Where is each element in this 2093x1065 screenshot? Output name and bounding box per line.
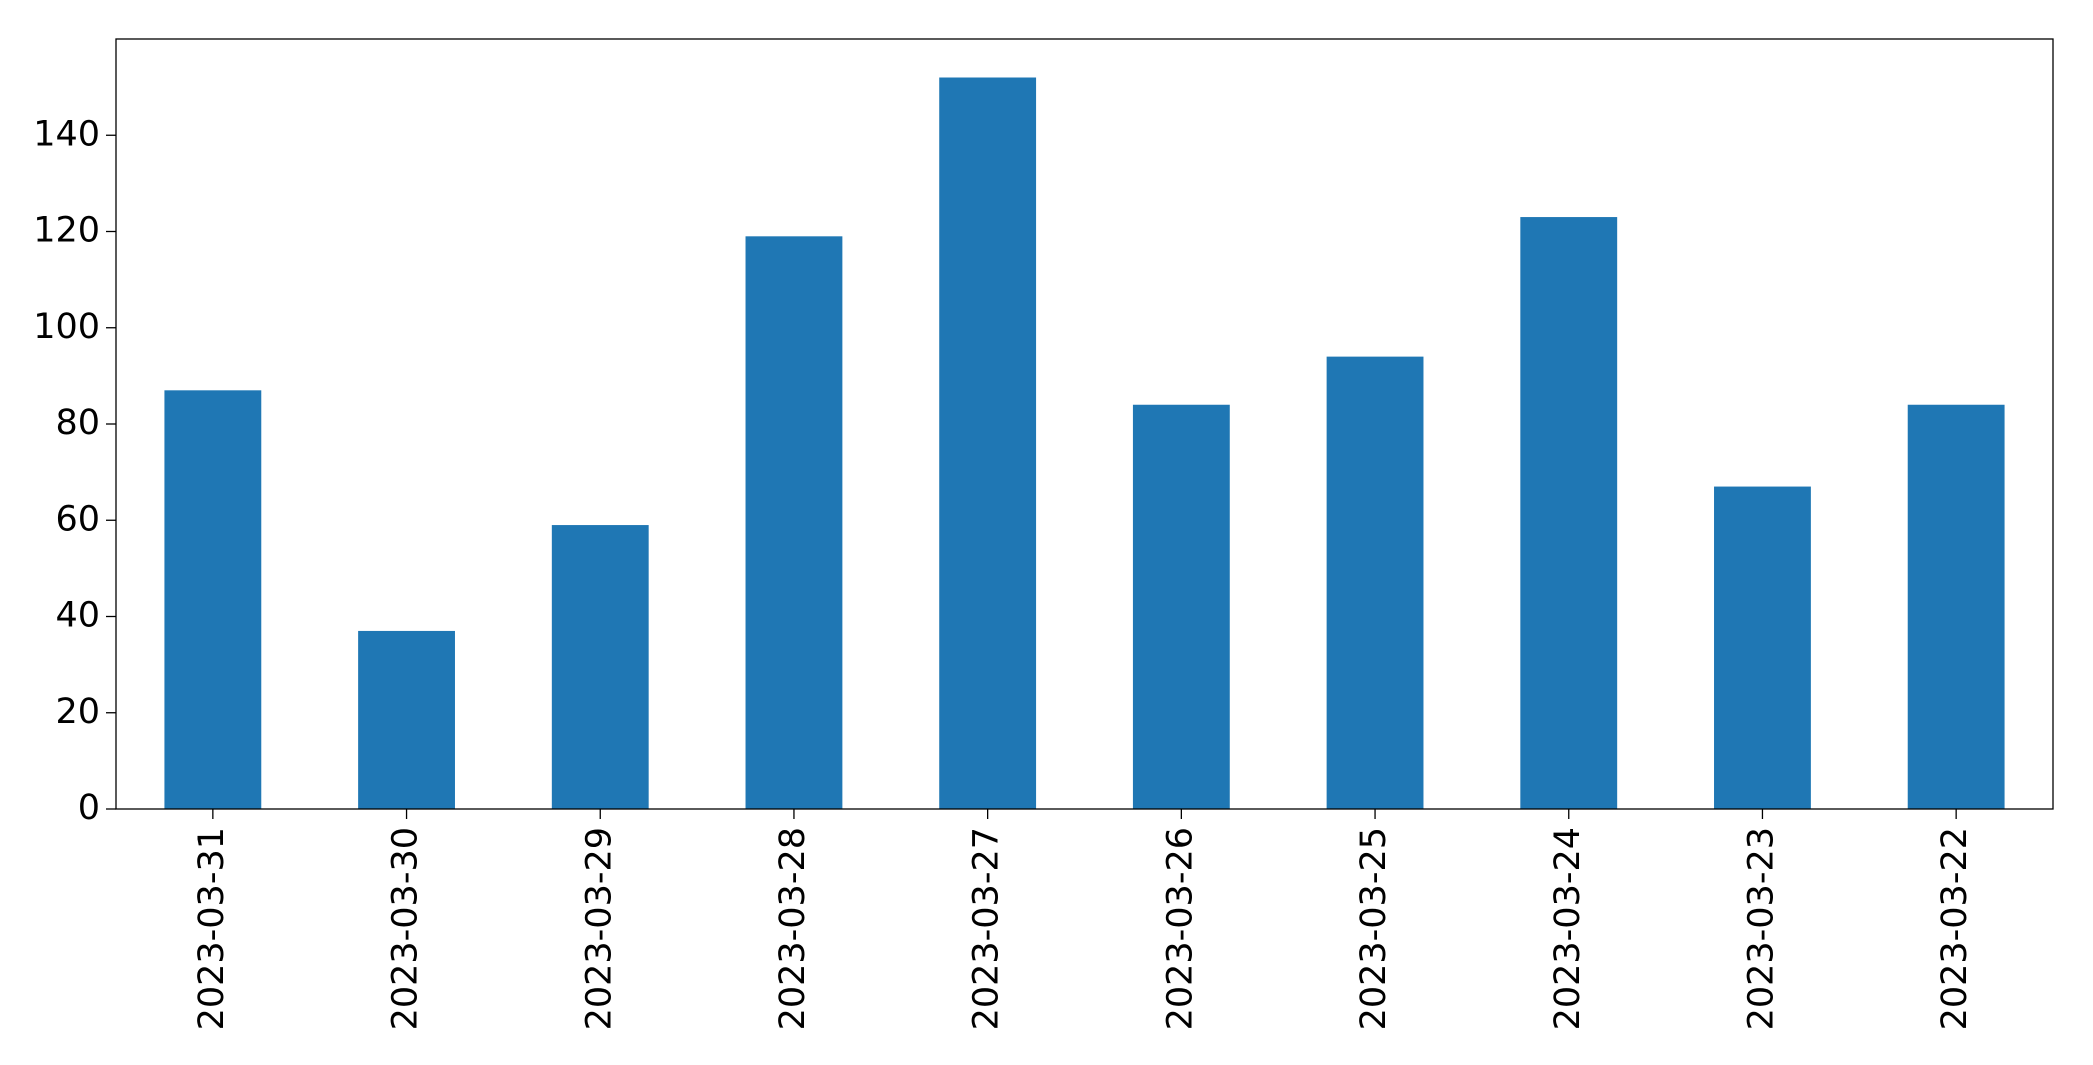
x-tick-label: 2023-03-26 xyxy=(1160,827,1200,1030)
bar xyxy=(551,525,649,809)
y-tick-label: 100 xyxy=(33,307,100,347)
bar xyxy=(358,630,455,809)
x-tick-label: 2023-03-22 xyxy=(1935,827,1975,1030)
x-tick-label: 2023-03-25 xyxy=(1354,827,1394,1030)
x-tick-label: 2023-03-29 xyxy=(579,827,619,1030)
x-tick-label: 2023-03-27 xyxy=(967,827,1007,1030)
x-tick-label: 2023-03-31 xyxy=(192,827,232,1030)
bar xyxy=(1132,404,1230,809)
bar xyxy=(1520,217,1618,809)
x-tick-label: 2023-03-28 xyxy=(773,827,813,1030)
y-tick-label: 20 xyxy=(55,692,100,732)
y-tick-label: 40 xyxy=(55,596,100,636)
bar xyxy=(1714,486,1811,809)
y-tick-label: 120 xyxy=(33,211,100,251)
y-tick-label: 80 xyxy=(55,403,100,443)
y-tick-label: 140 xyxy=(33,114,100,154)
bar xyxy=(939,77,1037,809)
y-tick-label: 60 xyxy=(55,499,100,539)
x-tick-label: 2023-03-30 xyxy=(386,827,426,1030)
bar xyxy=(745,236,843,809)
y-tick-label: 0 xyxy=(78,788,100,828)
bar xyxy=(1907,404,2005,809)
x-tick-label: 2023-03-23 xyxy=(1741,827,1781,1030)
plot-frame xyxy=(115,38,2054,810)
bar xyxy=(1326,356,1424,809)
x-tick-label: 2023-03-24 xyxy=(1548,827,1588,1030)
bar xyxy=(164,390,262,809)
